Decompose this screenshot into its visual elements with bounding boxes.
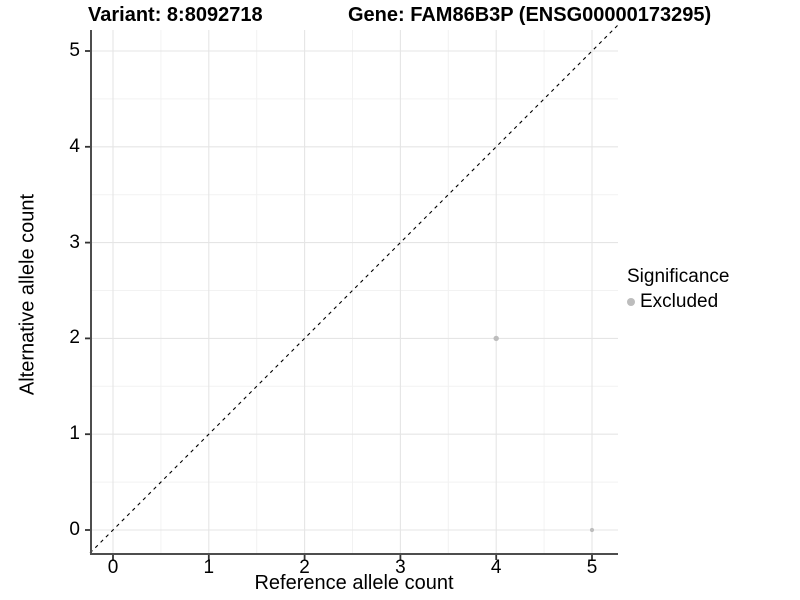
legend-item-excluded: Excluded: [627, 291, 729, 313]
data-point: [589, 527, 595, 533]
y-axis-title: Alternative allele count: [16, 193, 39, 396]
tick-marks: [85, 50, 593, 560]
gridlines-minor: [90, 30, 618, 555]
y-tick-label: 3: [69, 231, 80, 253]
legend-point-icon: [627, 298, 635, 306]
y-tick-label: 4: [69, 135, 80, 157]
y-tick-label: 2: [69, 327, 80, 349]
x-tick-label: 4: [490, 557, 502, 578]
y-tick-label: 0: [69, 519, 80, 540]
legend-item-label: Excluded: [640, 291, 719, 312]
axis-lines: [90, 30, 618, 555]
plot-title-variant: Variant: 8:8092718: [88, 4, 263, 26]
y-tick-label: 1: [69, 423, 80, 445]
x-axis-title: Reference allele count: [254, 572, 454, 594]
data-points: [493, 335, 595, 533]
x-tick-label: 0: [107, 557, 119, 578]
identity-dashed-line: [89, 24, 619, 554]
legend: Significance Excluded: [627, 266, 729, 313]
plot-title-gene: Gene: FAM86B3P (ENSG00000173295): [348, 4, 712, 26]
identity-line: [89, 24, 619, 554]
y-tick-label: 5: [69, 40, 80, 61]
x-tick-label: 3: [395, 557, 406, 578]
gridlines-major: [90, 30, 618, 555]
data-point: [493, 335, 499, 342]
legend-title: Significance: [627, 266, 730, 287]
x-tick-label: 1: [203, 557, 215, 578]
x-tick-label: 2: [299, 557, 310, 578]
x-tick-label: 5: [586, 557, 598, 578]
